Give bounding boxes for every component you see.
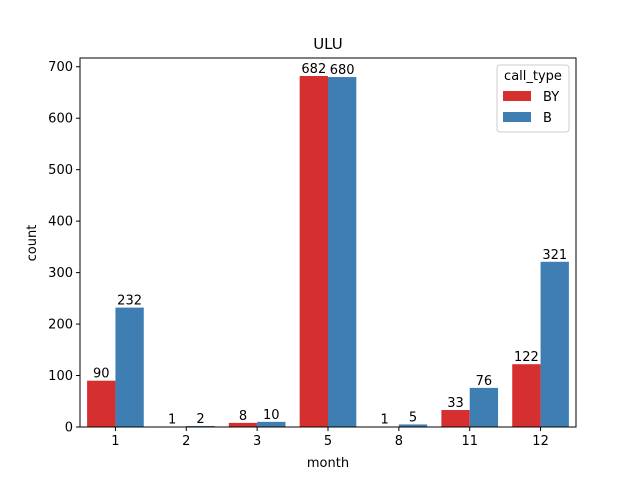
y-axis-label: count (25, 225, 40, 262)
bar-value-label: 2 (196, 412, 204, 427)
x-tick-label: 3 (253, 434, 261, 449)
x-tick-label: 5 (324, 434, 332, 449)
x-tick-label: 11 (461, 434, 478, 449)
y-tick-label: 100 (48, 369, 73, 384)
bar-by-month-1 (87, 380, 116, 427)
bar-b-month-5 (328, 77, 357, 427)
legend-title: call_type (504, 69, 562, 84)
chart-title: ULU (313, 35, 343, 53)
bar-value-label: 8 (239, 409, 247, 424)
y-tick-label: 300 (48, 266, 73, 281)
bar-b-month-8 (398, 424, 428, 427)
bar-b-month-2 (186, 425, 215, 427)
legend: call_type BY B (496, 64, 570, 133)
bars-layer (87, 76, 569, 427)
x-tick-label: 1 (111, 434, 119, 449)
y-tick-label: 500 (48, 163, 73, 178)
bar-by-month-3 (228, 422, 258, 427)
bar-value-label: 33 (447, 396, 464, 411)
y-axis: 0 100 200 300 400 500 600 700 (48, 60, 80, 436)
legend-label-by: BY (543, 90, 559, 105)
y-tick-label: 400 (48, 215, 73, 230)
bar-by-month-5 (299, 76, 328, 427)
bar-value-label: 76 (476, 374, 493, 389)
bar-labels-layer: 90 232 1 2 8 10 682 680 1 5 33 76 122 321 (93, 62, 567, 427)
x-axis: 1 2 3 5 8 11 12 (111, 427, 549, 449)
legend-label-b: B (543, 111, 552, 126)
bar-b-month-3 (257, 421, 286, 427)
bar-value-label: 680 (330, 63, 355, 78)
y-tick-label: 200 (48, 318, 73, 333)
bar-value-label: 122 (514, 350, 539, 365)
legend-swatch-b (503, 112, 531, 122)
bar-by-month-12 (512, 364, 541, 427)
bar-by-month-11 (441, 410, 470, 427)
x-tick-label: 2 (182, 434, 190, 449)
legend-items: BY B (503, 90, 559, 126)
y-tick-label: 700 (48, 60, 73, 75)
bar-b-month-1 (115, 307, 144, 427)
bar-value-label: 682 (301, 62, 326, 77)
x-axis-label: month (307, 456, 349, 471)
bar-value-label: 1 (168, 412, 176, 427)
x-tick-label: 12 (532, 434, 549, 449)
bar-value-label: 90 (93, 367, 110, 382)
x-tick-label: 8 (395, 434, 403, 449)
bar-value-label: 5 (409, 410, 417, 425)
bar-value-label: 232 (117, 294, 142, 309)
bar-b-month-11 (469, 387, 499, 427)
y-tick-label: 600 (48, 112, 73, 127)
bar-b-month-12 (540, 261, 569, 427)
legend-swatch-by (503, 91, 531, 101)
bar-value-label: 321 (542, 248, 567, 263)
bar-value-label: 1 (381, 412, 389, 427)
y-tick-label: 0 (65, 421, 73, 436)
bar-value-label: 10 (263, 408, 280, 423)
